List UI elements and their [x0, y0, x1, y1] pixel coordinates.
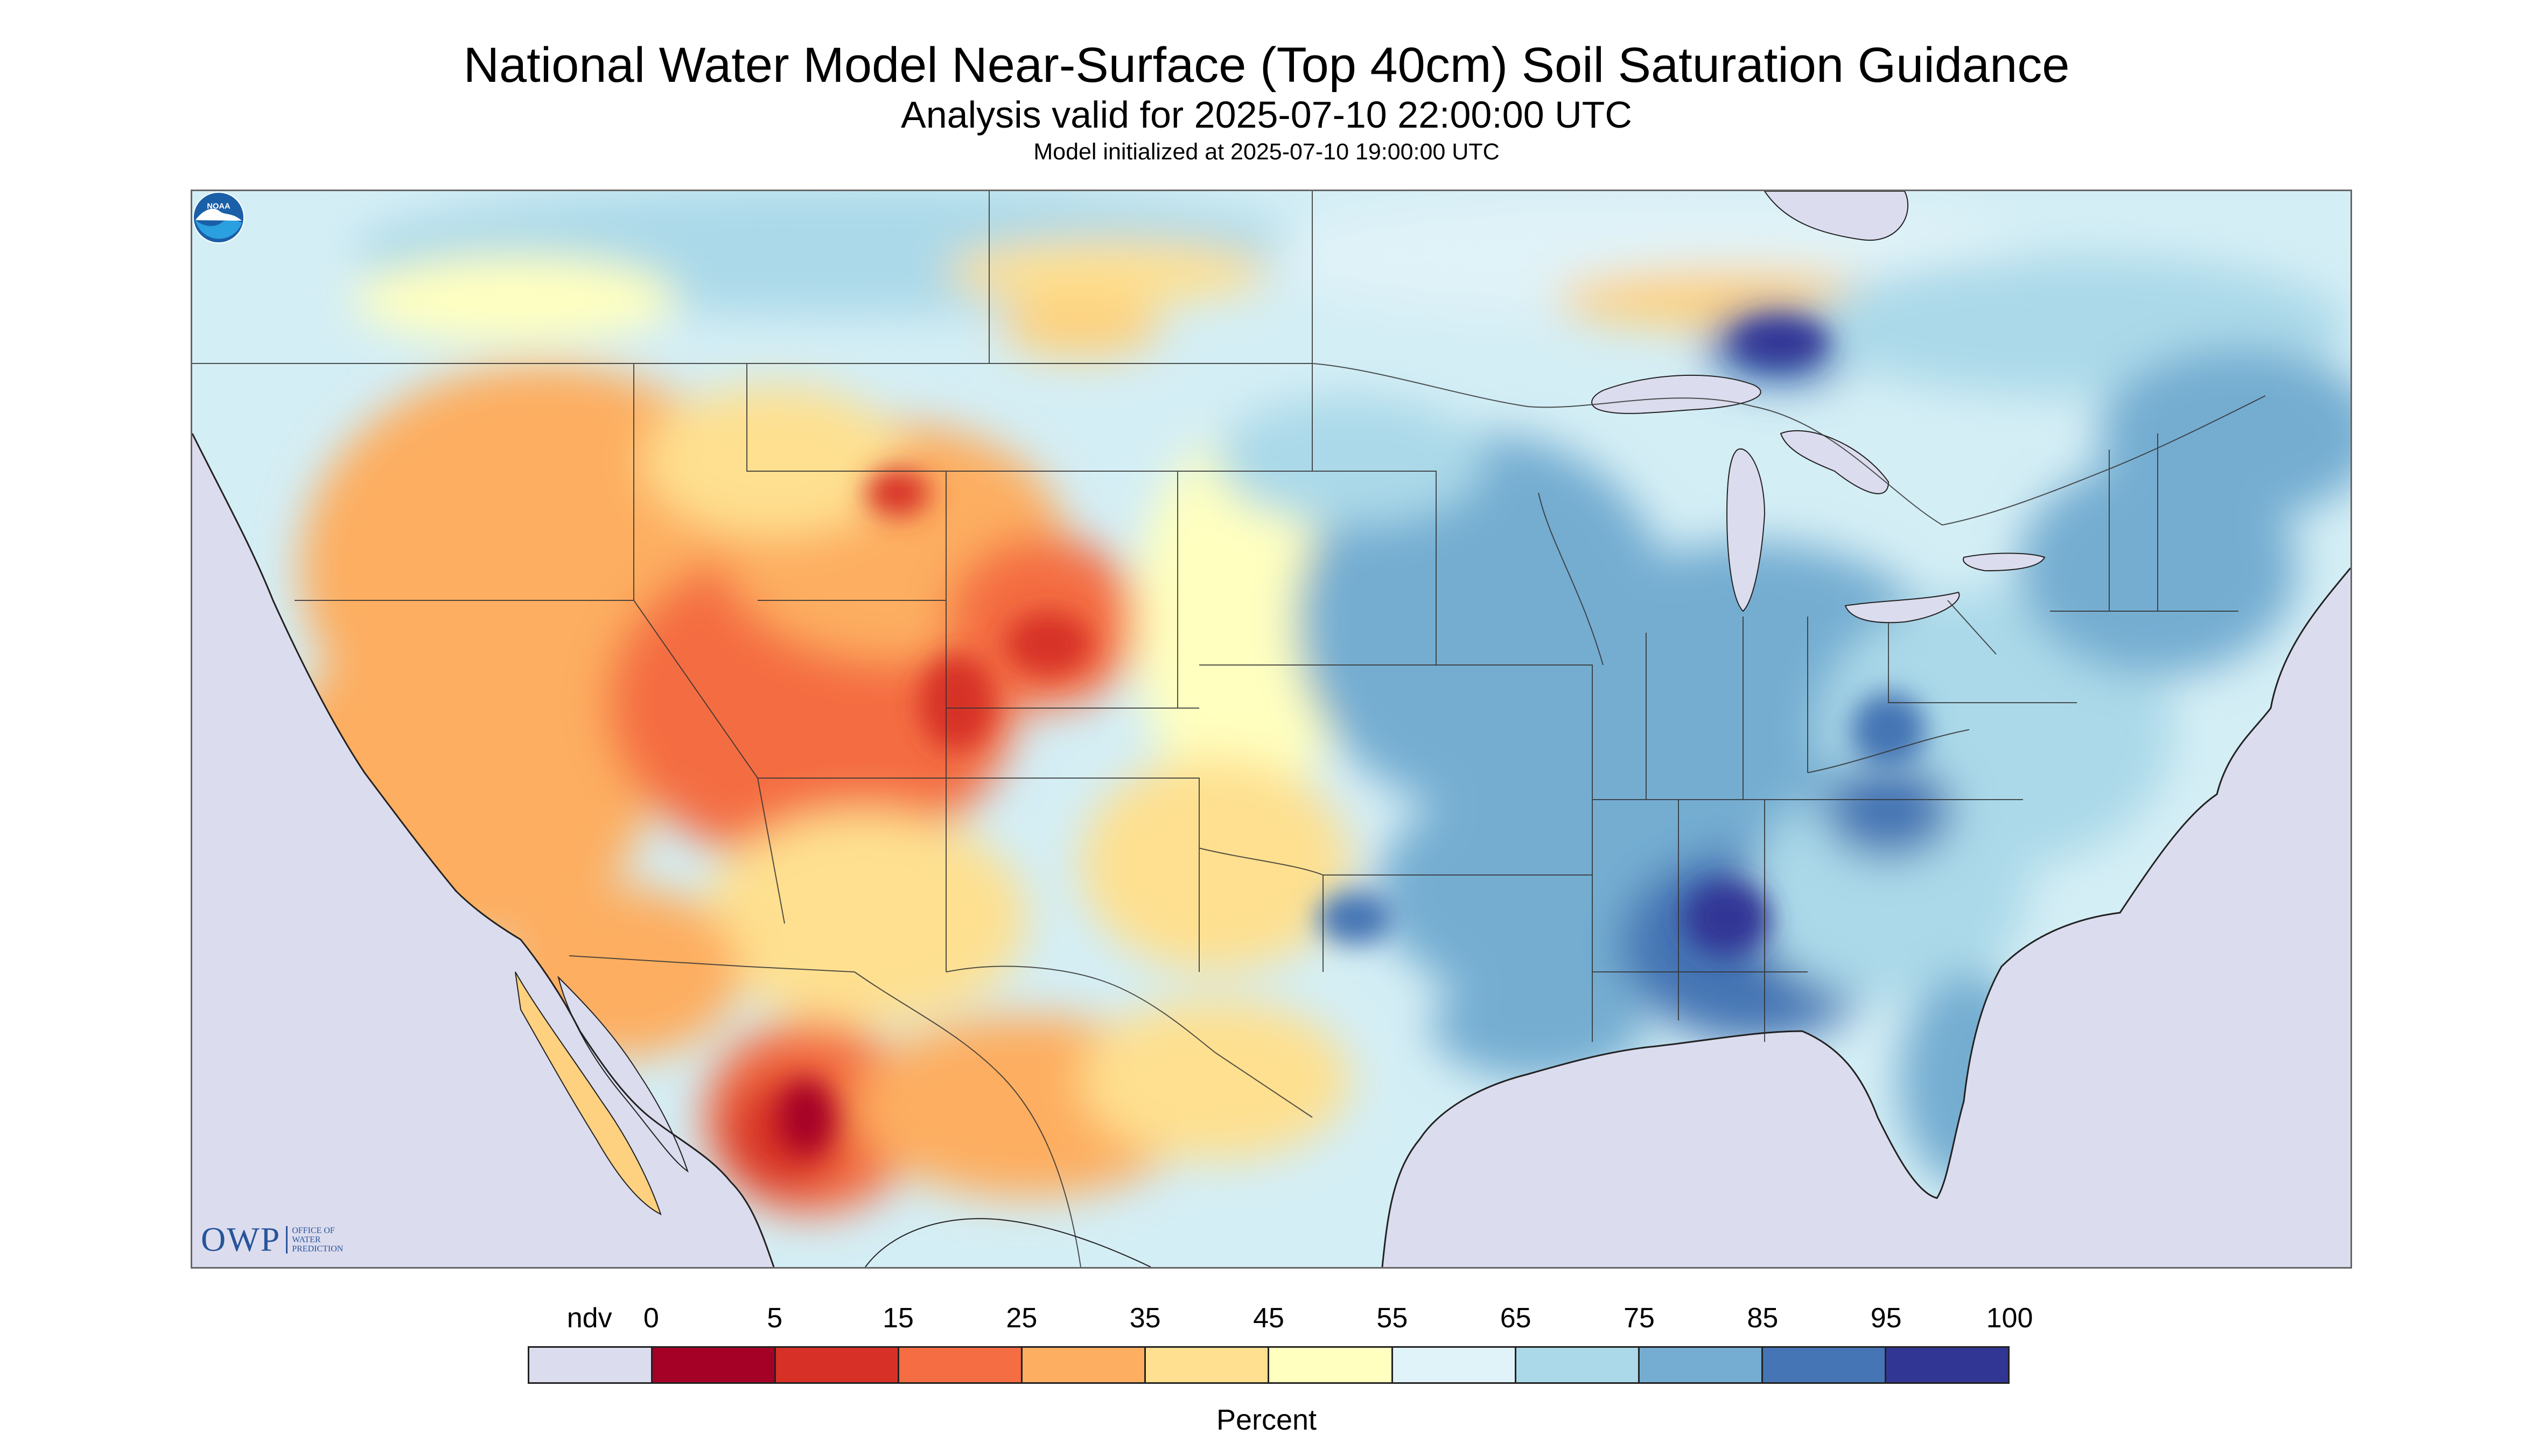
- legend-tick-label: 55: [1376, 1303, 1408, 1334]
- legend-tick-label: 45: [1253, 1303, 1284, 1334]
- legend-swatch-1: [653, 1348, 776, 1382]
- legend-swatch-4: [1023, 1348, 1146, 1382]
- legend-swatch-0: [529, 1348, 653, 1382]
- legend-swatch-9: [1639, 1348, 1763, 1382]
- legend-tick-label: 100: [1986, 1303, 2033, 1334]
- legend-tick-label: ndv: [566, 1303, 612, 1334]
- model-init-time: Model initialized at 2025-07-10 19:00:00…: [1033, 139, 1500, 165]
- owp-logo-subtext: OFFICE OF WATER PREDICTION: [286, 1226, 343, 1254]
- coastline: [192, 433, 2350, 1267]
- mexico-south-coast: [865, 1218, 1151, 1267]
- legend-swatch-8: [1516, 1348, 1640, 1382]
- gulf-of-california: [557, 975, 689, 1173]
- legend-tick-label: 85: [1747, 1303, 1779, 1334]
- noaa-logo: NOAA: [192, 191, 245, 244]
- legend-tick-label: 5: [767, 1303, 783, 1334]
- legend-swatch-10: [1762, 1348, 1886, 1382]
- legend-swatch-3: [899, 1348, 1023, 1382]
- legend-swatch-7: [1393, 1348, 1516, 1382]
- legend-tick-label: 75: [1624, 1303, 1655, 1334]
- legend-tick-label: 25: [1006, 1303, 1038, 1334]
- legend-swatch-11: [1886, 1348, 2008, 1382]
- owp-sub-line-2: WATER: [292, 1235, 321, 1244]
- map-title: National Water Model Near-Surface (Top 4…: [463, 38, 2070, 93]
- legend-tick-label: 0: [643, 1303, 659, 1334]
- state-boundaries: [192, 191, 2266, 1267]
- legend-swatch-2: [776, 1348, 900, 1382]
- legend-swatch-5: [1146, 1348, 1270, 1382]
- owp-sub-line-1: OFFICE OF: [292, 1226, 335, 1235]
- owp-logo: OWP OFFICE OF WATER PREDICTION: [201, 1220, 343, 1259]
- hudson-bay: [1764, 191, 1909, 241]
- legend-swatch-6: [1269, 1348, 1393, 1382]
- legend-colorbar: [528, 1346, 2010, 1384]
- great-lakes: [1591, 374, 2046, 624]
- owp-logo-text: OWP: [201, 1220, 281, 1258]
- land-surface: [192, 191, 2350, 1267]
- analysis-valid-time: Analysis valid for 2025-07-10 22:00:00 U…: [901, 94, 1632, 136]
- legend-tick-label: 95: [1870, 1303, 1902, 1334]
- soil-saturation-map: [192, 191, 2350, 1267]
- legend-tick-label: 65: [1500, 1303, 1531, 1334]
- legend-tick-label: 15: [883, 1303, 914, 1334]
- owp-sub-line-3: PREDICTION: [292, 1244, 344, 1254]
- noaa-logo-text: NOAA: [207, 202, 230, 211]
- baja-california: [515, 971, 662, 1215]
- map-panel: OWP OFFICE OF WATER PREDICTION NOAA: [191, 190, 2352, 1269]
- legend-title: Percent: [1216, 1404, 1317, 1436]
- legend-tick-label: 35: [1129, 1303, 1161, 1334]
